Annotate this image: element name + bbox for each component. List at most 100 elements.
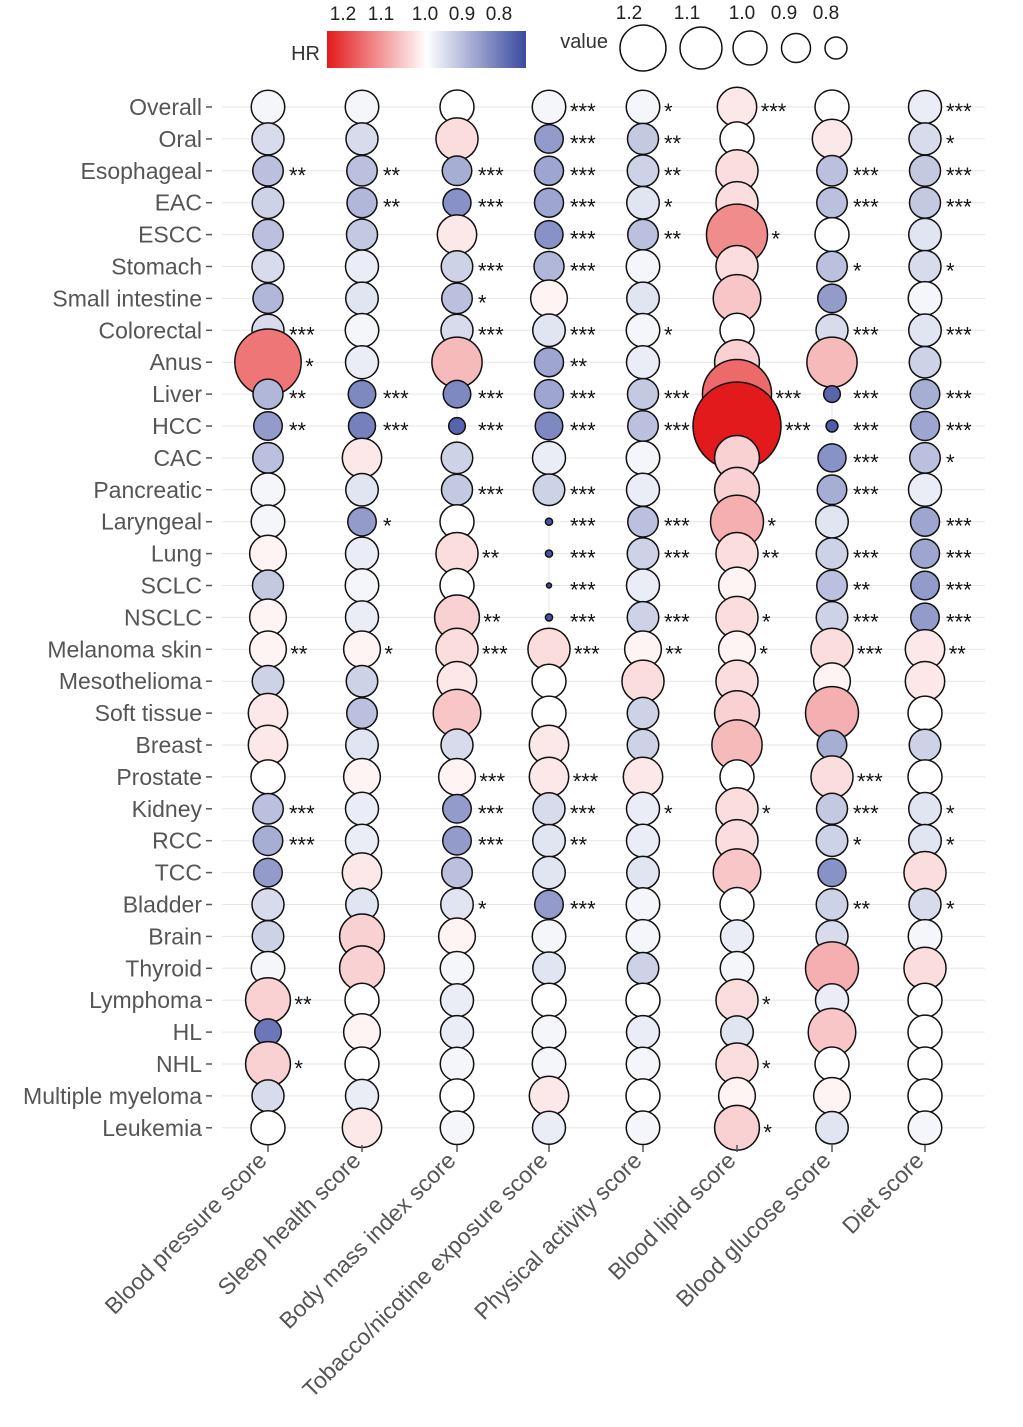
bubble-blood-glucose-score-nhl: [814, 1046, 850, 1082]
significance-label: ***: [570, 418, 596, 443]
bubble-physical-activity-score-pancreatic: [625, 472, 661, 508]
bubble-tobacco-nicotine-exposure-score-pancreatic: [532, 473, 566, 507]
bubble-tobacco-nicotine-exposure-score-sclc: [545, 582, 553, 589]
bubble-blood-pressure-score-hcc: [253, 411, 283, 441]
significance-label: **: [853, 897, 871, 922]
bubble-sleep-health-score-nsclc: [344, 600, 380, 635]
significance-label: ***: [570, 131, 596, 156]
bubble-tobacco-nicotine-exposure-score-eac: [533, 187, 565, 218]
significance-label: *: [946, 259, 955, 284]
significance-label: *: [772, 227, 781, 252]
significance-label: **: [290, 641, 308, 666]
bubble-blood-lipid-score-brain: [719, 919, 755, 954]
bubble-physical-activity-score-thyroid: [626, 951, 660, 985]
bubble-physical-activity-score-sclc: [625, 568, 661, 603]
bubble-blood-pressure-score-rcc: [252, 825, 284, 857]
bubble-blood-glucose-score-lung: [815, 537, 849, 571]
significance-label: ***: [574, 641, 600, 666]
bubble-body-mass-index-score-prostate: [437, 757, 477, 797]
bubble-tobacco-nicotine-exposure-score-brain: [531, 918, 567, 954]
significance-label: *: [767, 514, 776, 539]
significance-label: ***: [570, 99, 596, 124]
significance-label: ***: [478, 801, 504, 826]
row-label-esophageal: Esophageal: [81, 158, 203, 184]
bubble-physical-activity-score-multiple-myeloma: [625, 1078, 661, 1114]
bubble-diet-score-leukemia: [907, 1110, 943, 1146]
significance-label: *: [664, 322, 673, 347]
legend: HR value 1.2 1.1 1.0 0.9 0.8 1.2 1.1 1.0 0.9 0.8: [291, 3, 848, 72]
bubble-tobacco-nicotine-exposure-score-liver: [533, 378, 565, 410]
bubble-tobacco-nicotine-exposure-score-hl: [531, 1014, 567, 1050]
bubble-blood-lipid-score-leukemia: [713, 1104, 761, 1151]
bubble-diet-score-prostate: [907, 759, 943, 795]
bubble-blood-pressure-score-cac: [252, 441, 284, 474]
bubble-sleep-health-score-liver: [347, 379, 377, 409]
significance-label: ***: [761, 99, 787, 124]
bubble-blood-pressure-score-prostate: [250, 759, 286, 795]
row-label-overall: Overall: [129, 94, 202, 120]
bubble-sleep-health-score-esophageal: [346, 154, 378, 187]
significance-label: **: [383, 163, 401, 188]
column-label-physical-activity-score: Physical activity score: [469, 1147, 646, 1324]
bubble-diet-score-escc: [908, 217, 942, 252]
bubble-physical-activity-score-small-intestine: [626, 281, 660, 316]
bubble-blood-pressure-score-lymphoma: [244, 977, 292, 1024]
significance-label: ***: [478, 163, 504, 188]
significance-label: ***: [570, 546, 596, 571]
bubble-diet-score-laryngeal: [909, 506, 941, 537]
row-label-nhl: NHL: [156, 1051, 202, 1077]
bubble-blood-pressure-score-melanoma-skin: [248, 630, 288, 669]
bubble-physical-activity-score-kidney: [625, 791, 661, 827]
bubble-diet-score-mesothelioma: [904, 660, 946, 702]
bubble-body-mass-index-score-cac: [440, 441, 474, 475]
bubbles: [234, 86, 947, 1151]
bubble-physical-activity-score-anus: [625, 344, 661, 380]
bubble-diet-score-cac: [909, 441, 941, 474]
bubble-physical-activity-score-overall: [625, 89, 661, 125]
bubble-diet-score-sclc: [910, 570, 940, 601]
bubble-physical-activity-score-eac: [626, 185, 660, 220]
bubble-tobacco-nicotine-exposure-score-prostate: [528, 756, 570, 798]
bubble-sleep-health-score-mesothelioma: [345, 664, 379, 698]
bubble-blood-pressure-score-kidney: [252, 792, 284, 825]
significance-label: **: [294, 992, 312, 1017]
significance-label: ***: [570, 897, 596, 922]
bubble-blood-glucose-score-bladder: [815, 888, 849, 921]
bubble-tobacco-nicotine-exposure-score-small-intestine: [529, 279, 569, 318]
bubble-tobacco-nicotine-exposure-score-bladder: [534, 889, 564, 920]
significance-label: ***: [289, 801, 315, 826]
bubble-tobacco-nicotine-exposure-score-leukemia: [531, 1110, 567, 1146]
bubble-sleep-health-score-oral: [345, 122, 379, 156]
row-label-mesothelioma: Mesothelioma: [59, 668, 202, 694]
significance-label: **: [482, 546, 500, 571]
bubble-blood-glucose-score-anus: [806, 336, 858, 389]
significance-label: **: [664, 227, 682, 252]
bubble-body-mass-index-score-pancreatic: [440, 473, 474, 507]
significance-label: ***: [853, 546, 879, 571]
significance-label: **: [383, 195, 401, 220]
significance-label: *: [305, 354, 314, 379]
bubble-blood-glucose-score-stomach: [816, 250, 848, 283]
significance-label: *: [946, 450, 955, 475]
bubble-sleep-health-score-tcc: [341, 852, 383, 894]
legend-size-circle: [679, 26, 723, 70]
significance-label: ***: [289, 322, 315, 347]
bubble-tobacco-nicotine-exposure-score-oral: [534, 123, 564, 154]
legend-size-title: value: [560, 31, 608, 53]
significance-label: **: [665, 641, 683, 666]
bubble-blood-glucose-score-multiple-myeloma: [812, 1076, 852, 1116]
significance-label: ***: [383, 386, 409, 411]
bubble-physical-activity-score-escc: [627, 218, 659, 251]
bubble-blood-glucose-score-small-intestine: [817, 283, 847, 314]
row-label-leukemia: Leukemia: [102, 1115, 202, 1141]
bubble-physical-activity-score-colorectal: [625, 312, 661, 348]
bubble-physical-activity-score-esophageal: [626, 154, 660, 188]
legend-color-tick-label: 0.8: [486, 4, 512, 25]
significance-label: ***: [478, 195, 504, 220]
significance-label: ***: [570, 609, 596, 634]
significance-label: **: [483, 609, 501, 634]
bubble-sleep-health-score-lymphoma: [344, 982, 380, 1018]
significance-label: ***: [853, 801, 879, 826]
row-label-kidney: Kidney: [132, 796, 203, 822]
bubble-physical-activity-score-nhl: [625, 1046, 661, 1082]
